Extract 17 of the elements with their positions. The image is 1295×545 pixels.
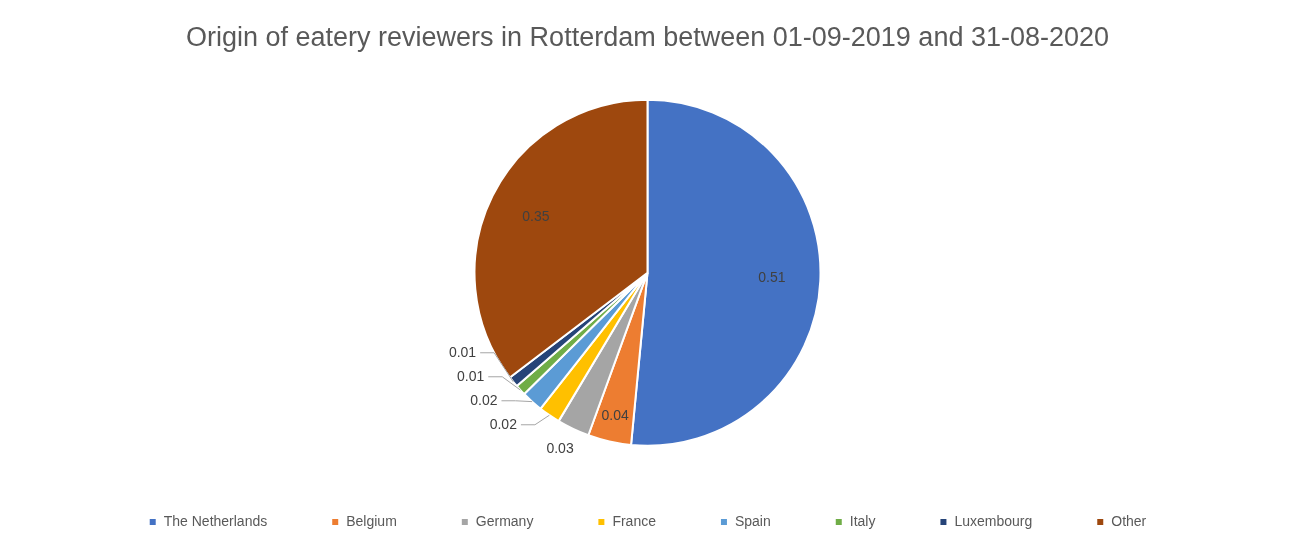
data-label: 0.35 (522, 208, 550, 225)
legend-label: Spain (734, 512, 771, 529)
data-label: 0.02 (470, 391, 498, 408)
legend-label: The Netherlands (163, 512, 268, 529)
data-label: 0.01 (457, 367, 485, 384)
data-label: 0.02 (489, 415, 518, 432)
legend-label: Luxembourg (954, 512, 1033, 529)
legend-label: Germany (475, 512, 534, 529)
data-label: 0.51 (758, 269, 786, 286)
legend-label: France (612, 512, 657, 529)
data-label: 0.03 (546, 439, 574, 456)
legend-label: Belgium (346, 512, 397, 529)
chart-title: Origin of eatery reviewers in Rotterdam between 01-09-2019 and 31-08-2020 (185, 21, 1110, 52)
legend-label: Italy (849, 512, 876, 529)
data-label: 0.04 (601, 407, 629, 423)
legend-label: Other (1111, 512, 1147, 529)
data-label: 0.01 (448, 343, 477, 360)
